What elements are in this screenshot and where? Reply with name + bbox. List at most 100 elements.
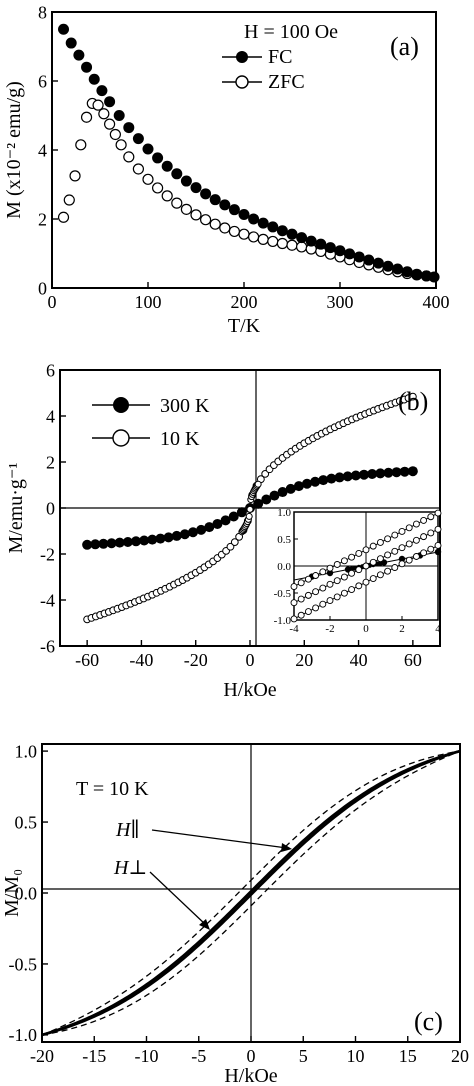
- x-tick-label: 0: [246, 650, 255, 670]
- point-300k: [350, 470, 361, 481]
- y-tick-label: -6: [40, 636, 55, 656]
- point-300k: [212, 518, 223, 529]
- inset-point-10k: [348, 569, 356, 577]
- fc-point: [219, 199, 231, 211]
- point-300k: [407, 466, 418, 477]
- inset-point-10k: [290, 583, 298, 590]
- y-tick-label: 0: [38, 278, 47, 298]
- point-300k: [285, 483, 296, 494]
- fc-point: [392, 263, 404, 275]
- inset-point-300k: [326, 569, 334, 577]
- zfc-point: [115, 139, 127, 151]
- inset-point-10k: [434, 525, 442, 533]
- fc-point: [344, 248, 356, 260]
- inset-point-10k: [398, 544, 406, 552]
- inset-point-10k: [355, 582, 363, 590]
- panel-a-fc-series: [58, 23, 440, 283]
- zfc-point: [180, 203, 192, 215]
- inset-point-10k: [405, 524, 413, 532]
- inset-point-10k: [340, 589, 348, 597]
- zfc-point: [200, 214, 212, 226]
- point-10k: [226, 542, 235, 551]
- inset-point-10k: [348, 586, 356, 593]
- inset-x-tick-label: -2: [325, 623, 334, 635]
- inset-point-10k: [304, 591, 312, 599]
- fc-point: [296, 232, 308, 244]
- fc-point: [113, 110, 125, 121]
- label-h-parallel: H∥: [115, 819, 140, 841]
- arrow-h-perp-head: [199, 919, 210, 930]
- x-tick-label: 100: [135, 292, 162, 312]
- inset-point-10k: [362, 562, 370, 570]
- x-tick-label: 20: [295, 650, 313, 670]
- fc-point: [81, 61, 93, 73]
- point-300k: [204, 522, 215, 533]
- zfc-point: [219, 222, 231, 234]
- zfc-point: [57, 211, 70, 223]
- panel-b-inset: -4 -2 0 2 4 -1.0 -0.5 0.0 0.5 1.0: [274, 507, 442, 635]
- point-10k: [245, 512, 253, 520]
- inset-point-10k: [412, 536, 420, 544]
- fc-point: [411, 268, 423, 280]
- panel-b-300k-series: [82, 466, 418, 550]
- point-10k: [254, 480, 262, 488]
- inset-point-10k: [340, 573, 348, 581]
- zfc-point: [98, 108, 110, 120]
- h-perp-curve: [41, 749, 461, 1037]
- inset-point-10k: [304, 575, 312, 583]
- x-tick-label: 5: [299, 1046, 308, 1066]
- inset-point-10k: [333, 577, 341, 585]
- legend-fc-marker: [236, 51, 248, 63]
- panel-b-xlabel: H/kOe: [223, 679, 276, 701]
- label-h-perp: H⊥: [113, 857, 147, 879]
- y-tick-label: -1.0: [9, 1025, 38, 1045]
- point-300k: [359, 469, 369, 480]
- point-300k: [334, 472, 345, 483]
- zfc-point: [69, 170, 81, 182]
- fc-point: [267, 221, 279, 233]
- legend-fc-label: FC: [268, 46, 292, 68]
- fc-point: [257, 217, 269, 229]
- fc-point: [372, 257, 384, 269]
- panel-b-label: (b): [398, 387, 428, 416]
- point-300k: [147, 534, 158, 545]
- legend-zfc-label: ZFC: [268, 71, 305, 93]
- inset-point-10k: [312, 572, 320, 579]
- point-300k: [98, 538, 109, 549]
- zfc-point: [228, 225, 240, 238]
- fc-point: [123, 122, 135, 134]
- point-300k: [155, 533, 166, 544]
- y-tick-label: 2: [38, 209, 47, 229]
- inset-point-10k: [412, 553, 420, 560]
- y-tick-label: 1.0: [15, 741, 38, 761]
- zfc-point: [267, 235, 279, 248]
- inset-point-10k: [376, 555, 384, 563]
- point-300k: [220, 515, 231, 526]
- x-tick-label: 10: [347, 1046, 365, 1066]
- y-tick-label: 2: [46, 452, 55, 472]
- point-300k: [163, 532, 174, 543]
- inset-point-10k: [297, 579, 305, 587]
- fc-point: [305, 235, 317, 247]
- inset-point-10k: [333, 593, 341, 601]
- inset-point-10k: [369, 575, 377, 582]
- inset-point-10k: [348, 553, 356, 561]
- fc-point: [315, 238, 327, 250]
- h-perp-curve: [41, 749, 461, 1037]
- x-tick-label: 20: [451, 1046, 469, 1066]
- point-300k: [399, 466, 410, 477]
- inset-y-tick-label: -1.0: [274, 615, 292, 627]
- inset-point-10k: [420, 549, 428, 557]
- inset-point-10k: [355, 566, 363, 574]
- panel-c-ylabel: M/M₀: [1, 869, 23, 917]
- zfc-point: [80, 111, 93, 123]
- fc-point: [88, 73, 100, 85]
- inset-point-10k: [369, 542, 377, 550]
- inset-point-10k: [405, 556, 413, 564]
- fc-point: [73, 49, 85, 61]
- zfc-point: [190, 209, 202, 221]
- zfc-point: [132, 163, 144, 175]
- point-300k: [236, 507, 247, 518]
